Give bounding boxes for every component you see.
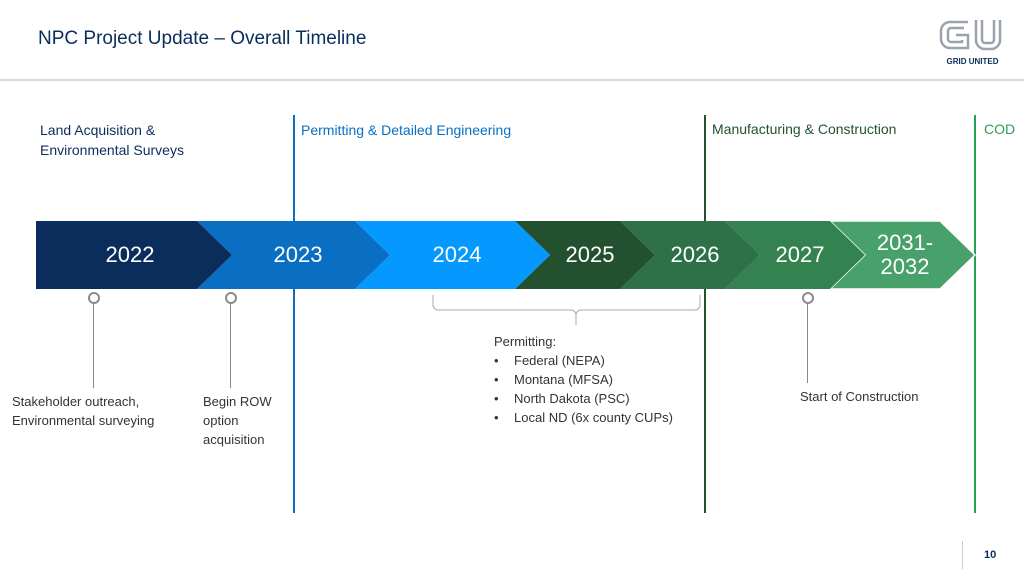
phase-divider-cod bbox=[974, 115, 976, 513]
milestone-pin bbox=[88, 292, 100, 304]
permitting-notes: Permitting: Federal (NEPA) Montana (MFSA… bbox=[494, 332, 673, 427]
chevron-2027 bbox=[725, 221, 865, 289]
chevron-2024 bbox=[355, 221, 550, 289]
year-2026: 2026 bbox=[670, 242, 720, 267]
header-divider bbox=[0, 79, 1024, 81]
milestone-stakeholder: Stakeholder outreach, Environmental surv… bbox=[12, 394, 155, 428]
phase-manufacturing: Manufacturing & Construction bbox=[712, 121, 897, 137]
chevron-2023 bbox=[197, 221, 390, 289]
milestone-stem bbox=[230, 303, 231, 388]
page-title: NPC Project Update – Overall Timeline bbox=[38, 28, 367, 49]
phase-land-acquisition: Land Acquisition & Environmental Surveys bbox=[40, 122, 184, 158]
milestone-row: Begin ROW option acquisition bbox=[203, 394, 272, 447]
phase-divider-permitting bbox=[293, 115, 295, 513]
year-2031-2032: 2031-2032 bbox=[876, 230, 934, 279]
logo-text: GRID UNITED bbox=[946, 57, 999, 66]
year-2024: 2024 bbox=[432, 242, 482, 267]
permitting-item: Federal (NEPA) bbox=[494, 351, 673, 370]
gu-logo-icon bbox=[939, 20, 1001, 51]
milestone-pin bbox=[802, 292, 814, 304]
permitting-bracket bbox=[432, 295, 701, 325]
chevron-2022 bbox=[36, 221, 232, 289]
phase-cod: COD bbox=[984, 121, 1016, 137]
chevron-2026 bbox=[620, 221, 760, 289]
milestone-construction: Start of Construction bbox=[800, 389, 919, 404]
grid-united-logo: GRID UNITED bbox=[935, 16, 1010, 66]
milestone-stem bbox=[93, 303, 94, 388]
phase-permitting: Permitting & Detailed Engineering bbox=[301, 122, 512, 138]
page-number: 10 bbox=[984, 549, 997, 561]
year-2022: 2022 bbox=[105, 242, 155, 267]
permitting-heading: Permitting: bbox=[494, 334, 557, 349]
permitting-item: Montana (MFSA) bbox=[494, 370, 673, 389]
milestone-stem bbox=[807, 303, 808, 383]
permitting-item: North Dakota (PSC) bbox=[494, 389, 673, 408]
year-2027: 2027 bbox=[775, 242, 825, 267]
milestone-pin bbox=[225, 292, 237, 304]
year-2023: 2023 bbox=[273, 242, 323, 267]
year-2025: 2025 bbox=[565, 242, 615, 267]
phase-divider-manufacturing bbox=[704, 115, 706, 513]
permitting-item: Local ND (6x county CUPs) bbox=[494, 408, 673, 427]
chevron-2025 bbox=[515, 221, 655, 289]
footer-divider bbox=[962, 541, 963, 569]
